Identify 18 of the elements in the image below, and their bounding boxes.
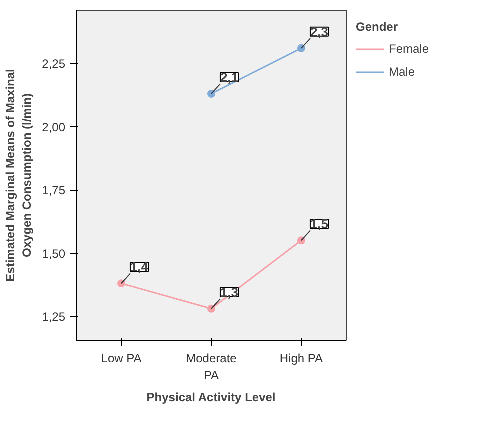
y-tick-label: 2,25 [42,57,66,72]
data-label: 1,3 [220,284,239,300]
legend-label: Female [389,42,430,56]
x-axis-title: Physical Activity Level [146,390,276,404]
x-tick-label: High PA [280,352,324,366]
x-tick-label: Moderate PA [186,352,238,382]
y-tick-label: 1,50 [42,246,66,261]
legend-label: Male [389,65,416,79]
legend-title: Gender [356,20,400,34]
point [208,90,216,98]
y-tick-label: 2,00 [42,120,66,134]
y-tick-label: 1,75 [42,184,66,198]
y-tick-label: 1,25 [42,310,66,324]
y-axis-title: Estimated Marginal Means of Maxinal Oxygen Consumption (l/min) [3,69,34,282]
x-tick-label: Low PA [101,352,142,366]
data-label: 2,3 [310,24,329,40]
point [208,304,216,313]
point [298,44,306,52]
